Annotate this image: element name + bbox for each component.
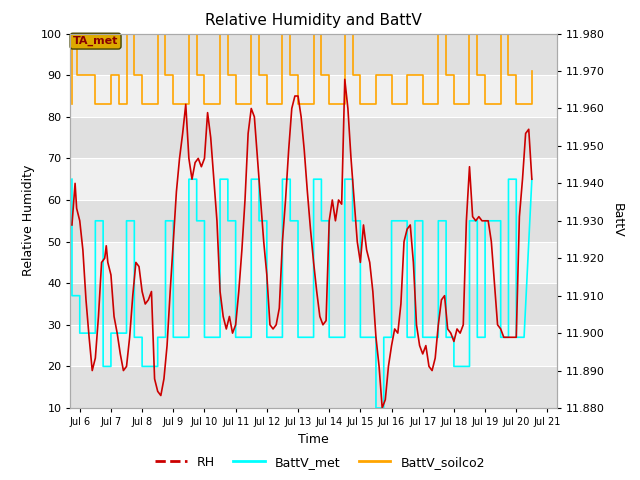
Title: Relative Humidity and BattV: Relative Humidity and BattV xyxy=(205,13,422,28)
Y-axis label: BattV: BattV xyxy=(611,204,624,238)
Bar xyxy=(70,117,557,158)
Y-axis label: Relative Humidity: Relative Humidity xyxy=(22,165,35,276)
Bar xyxy=(70,34,557,75)
Legend: RH, BattV_met, BattV_soilco2: RH, BattV_met, BattV_soilco2 xyxy=(150,451,490,474)
Bar xyxy=(70,325,557,366)
X-axis label: Time: Time xyxy=(298,432,329,445)
Bar xyxy=(70,241,557,283)
Bar xyxy=(70,75,557,117)
Bar xyxy=(70,366,557,408)
Bar xyxy=(70,158,557,200)
Bar xyxy=(70,200,557,241)
Bar xyxy=(70,283,557,325)
Text: TA_met: TA_met xyxy=(73,36,118,46)
